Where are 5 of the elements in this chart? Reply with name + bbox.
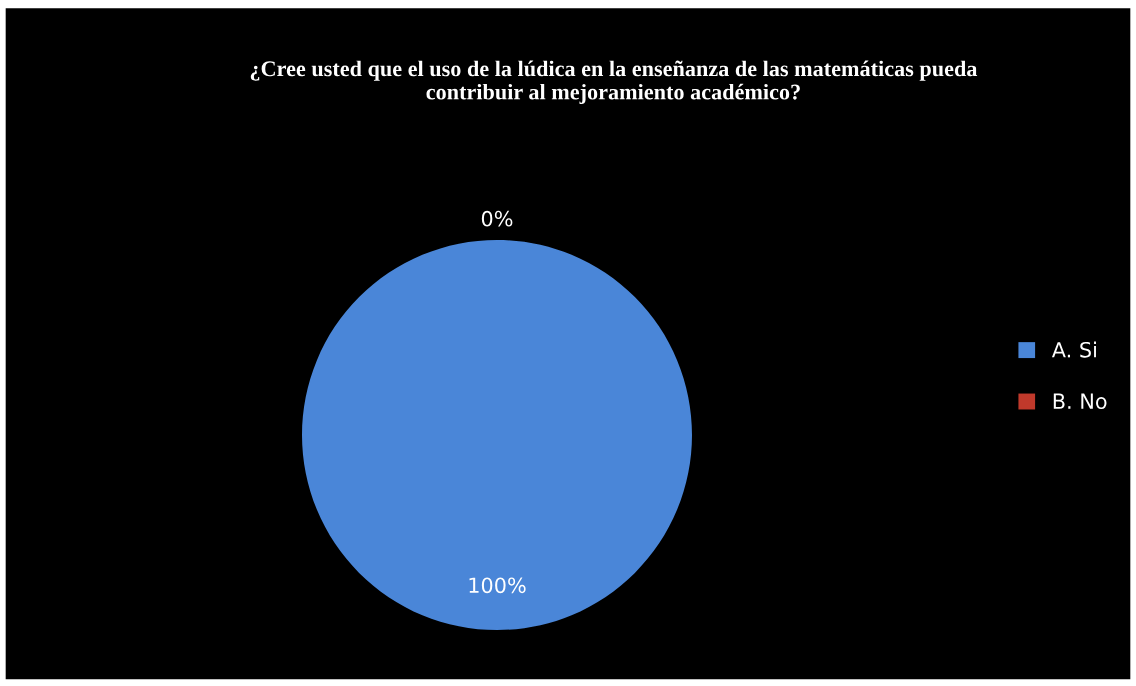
- text: 0%: [481, 210, 513, 227]
- legend-label: A. Si: [1051, 341, 1096, 358]
- data-label: 100%: [469, 577, 526, 594]
- legend-label: B. No: [1053, 393, 1107, 410]
- chart-title: ¿Cree usted que el uso de la lúdica en la enseñanza de las matemáticas pueda contribuir al mejoramiento académico?: [250, 60, 978, 105]
